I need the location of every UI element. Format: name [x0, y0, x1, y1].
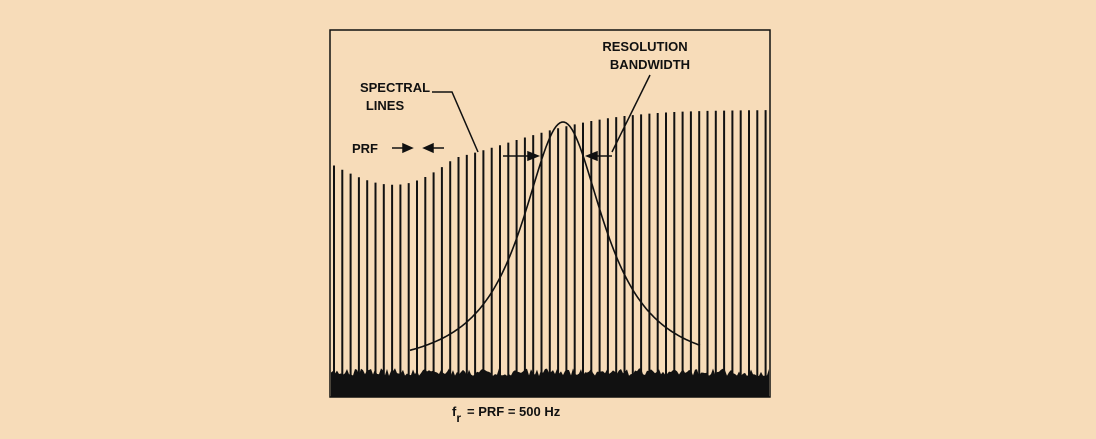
label: BANDWIDTH: [610, 57, 690, 72]
diagram: RESOLUTION BANDWIDTH SPECTRAL LINES PRF …: [0, 0, 1096, 439]
caption-text: = PRF = 500 Hz: [467, 404, 561, 419]
label: PRF: [352, 141, 378, 156]
page: RESOLUTION BANDWIDTH SPECTRAL LINES PRF …: [0, 0, 1096, 439]
label: LINES: [366, 98, 405, 113]
label: RESOLUTION: [602, 39, 687, 54]
caption-subscript: r: [456, 411, 461, 425]
label: SPECTRAL: [360, 80, 430, 95]
